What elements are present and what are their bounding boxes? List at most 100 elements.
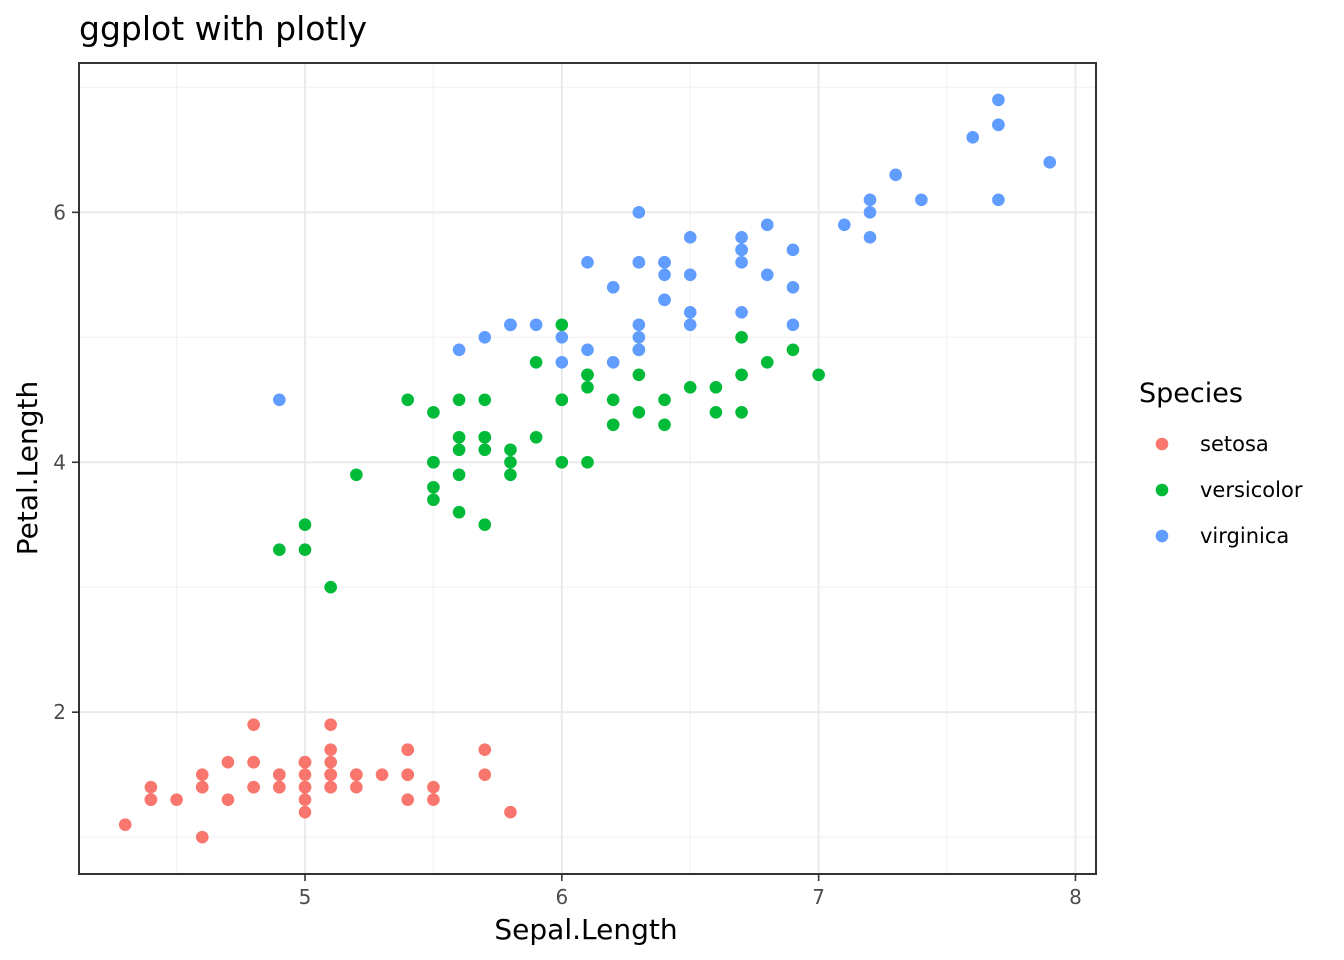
legend: Species setosa versicolor virginica [1139, 378, 1303, 548]
point-setosa [298, 755, 312, 769]
legend-label: virginica [1200, 524, 1289, 548]
point-virginica [760, 268, 774, 282]
point-versicolor [427, 405, 440, 419]
point-virginica [915, 193, 928, 207]
point-virginica [889, 168, 902, 182]
point-versicolor [709, 380, 723, 394]
point-virginica [606, 281, 620, 294]
point-versicolor [504, 468, 517, 482]
series-setosa [118, 718, 517, 844]
point-setosa [324, 743, 337, 756]
legend-title: Species [1139, 378, 1243, 409]
point-setosa [195, 768, 209, 781]
point-setosa [273, 768, 286, 781]
point-setosa [144, 780, 158, 794]
point-versicolor [735, 368, 748, 382]
point-setosa [195, 830, 209, 844]
point-versicolor [812, 368, 825, 382]
x-tick-label: 6 [555, 885, 568, 909]
data-points [118, 93, 1057, 844]
chart-title: ggplot with plotly [79, 9, 367, 48]
point-versicolor [555, 455, 569, 469]
point-setosa [427, 780, 440, 794]
point-versicolor [452, 505, 466, 519]
point-setosa [504, 805, 517, 819]
point-setosa [298, 768, 312, 781]
point-setosa [247, 755, 260, 769]
point-versicolor [452, 443, 466, 457]
point-virginica [658, 293, 671, 307]
point-virginica [581, 343, 594, 357]
y-tick-label: 2 [53, 700, 66, 724]
point-versicolor [735, 405, 748, 419]
point-versicolor [658, 393, 671, 407]
y-axis: 2 4 6 [53, 200, 79, 724]
legend-key [1155, 483, 1169, 497]
point-setosa [478, 743, 492, 756]
point-versicolor [298, 518, 312, 532]
point-versicolor [478, 443, 492, 457]
point-virginica [658, 268, 671, 282]
point-versicolor [632, 368, 646, 382]
point-virginica [555, 355, 569, 369]
point-versicolor [529, 355, 543, 369]
point-versicolor [350, 468, 363, 482]
legend-key [1155, 529, 1169, 543]
point-setosa [221, 793, 235, 806]
point-virginica [735, 243, 748, 257]
x-tick-label: 7 [812, 885, 825, 909]
point-virginica [478, 330, 492, 344]
point-virginica [632, 343, 646, 357]
point-versicolor [427, 493, 440, 507]
point-virginica [735, 256, 748, 269]
plot-panel [78, 62, 1097, 875]
point-versicolor [427, 480, 440, 494]
point-versicolor [504, 455, 517, 469]
point-versicolor [760, 355, 774, 369]
point-virginica [632, 318, 646, 332]
point-versicolor [555, 393, 569, 407]
point-virginica [683, 318, 697, 332]
point-versicolor [581, 368, 594, 382]
series-virginica [273, 93, 1057, 407]
point-setosa [401, 768, 415, 781]
series-versicolor [273, 318, 825, 594]
point-versicolor [452, 468, 466, 482]
point-setosa [298, 780, 312, 794]
point-versicolor [324, 580, 337, 594]
point-setosa [324, 780, 337, 794]
point-virginica [992, 118, 1005, 132]
point-versicolor [606, 418, 620, 432]
point-setosa [401, 743, 415, 756]
point-virginica [683, 231, 697, 244]
point-setosa [324, 755, 337, 769]
point-versicolor [529, 430, 543, 444]
legend-label: setosa [1200, 432, 1269, 456]
point-virginica [683, 305, 697, 319]
point-virginica [606, 355, 620, 369]
point-virginica [529, 318, 543, 332]
point-virginica [581, 256, 594, 269]
point-versicolor [452, 393, 466, 407]
point-virginica [786, 318, 800, 332]
point-setosa [298, 793, 312, 806]
point-virginica [966, 131, 980, 144]
point-versicolor [683, 380, 697, 394]
point-setosa [375, 768, 389, 781]
point-versicolor [273, 543, 286, 557]
point-versicolor [735, 330, 748, 344]
point-virginica [504, 318, 517, 332]
point-setosa [273, 780, 286, 794]
point-virginica [863, 231, 877, 244]
point-versicolor [555, 318, 569, 332]
legend-item-setosa: setosa [1155, 432, 1269, 456]
point-setosa [144, 793, 158, 806]
point-virginica [632, 256, 646, 269]
point-setosa [401, 793, 415, 806]
point-virginica [760, 218, 774, 232]
point-virginica [992, 93, 1005, 107]
point-versicolor [478, 518, 492, 532]
point-versicolor [658, 418, 671, 432]
point-virginica [735, 305, 748, 319]
point-virginica [992, 193, 1005, 207]
